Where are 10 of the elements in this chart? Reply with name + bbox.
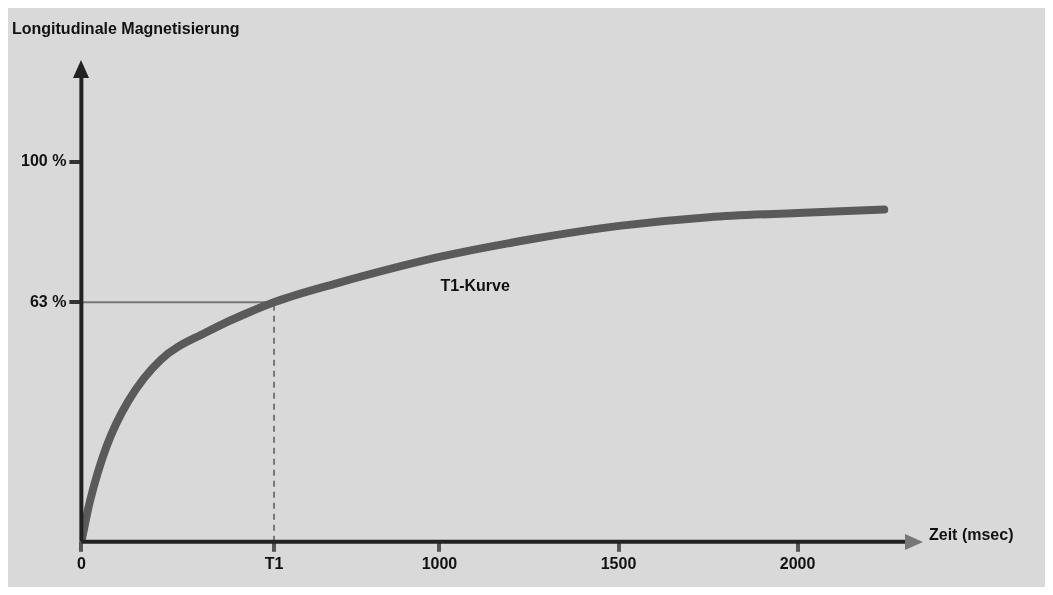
x-tick-label: 2000 xyxy=(779,554,816,572)
x-tick-label: 0 xyxy=(76,554,86,572)
x-tick-label: T1 xyxy=(264,554,284,572)
series-label: T1-Kurve xyxy=(440,277,510,295)
y-axis-title: Longitudinale Magnetisierung xyxy=(12,20,240,38)
x-tick-label: 1000 xyxy=(421,554,458,572)
y-tick-label: 100 % xyxy=(20,152,67,170)
x-tick-label: 1500 xyxy=(600,554,637,572)
x-axis-title: Zeit (msec) xyxy=(929,526,1014,544)
y-tick-label: 63 % xyxy=(29,292,67,310)
